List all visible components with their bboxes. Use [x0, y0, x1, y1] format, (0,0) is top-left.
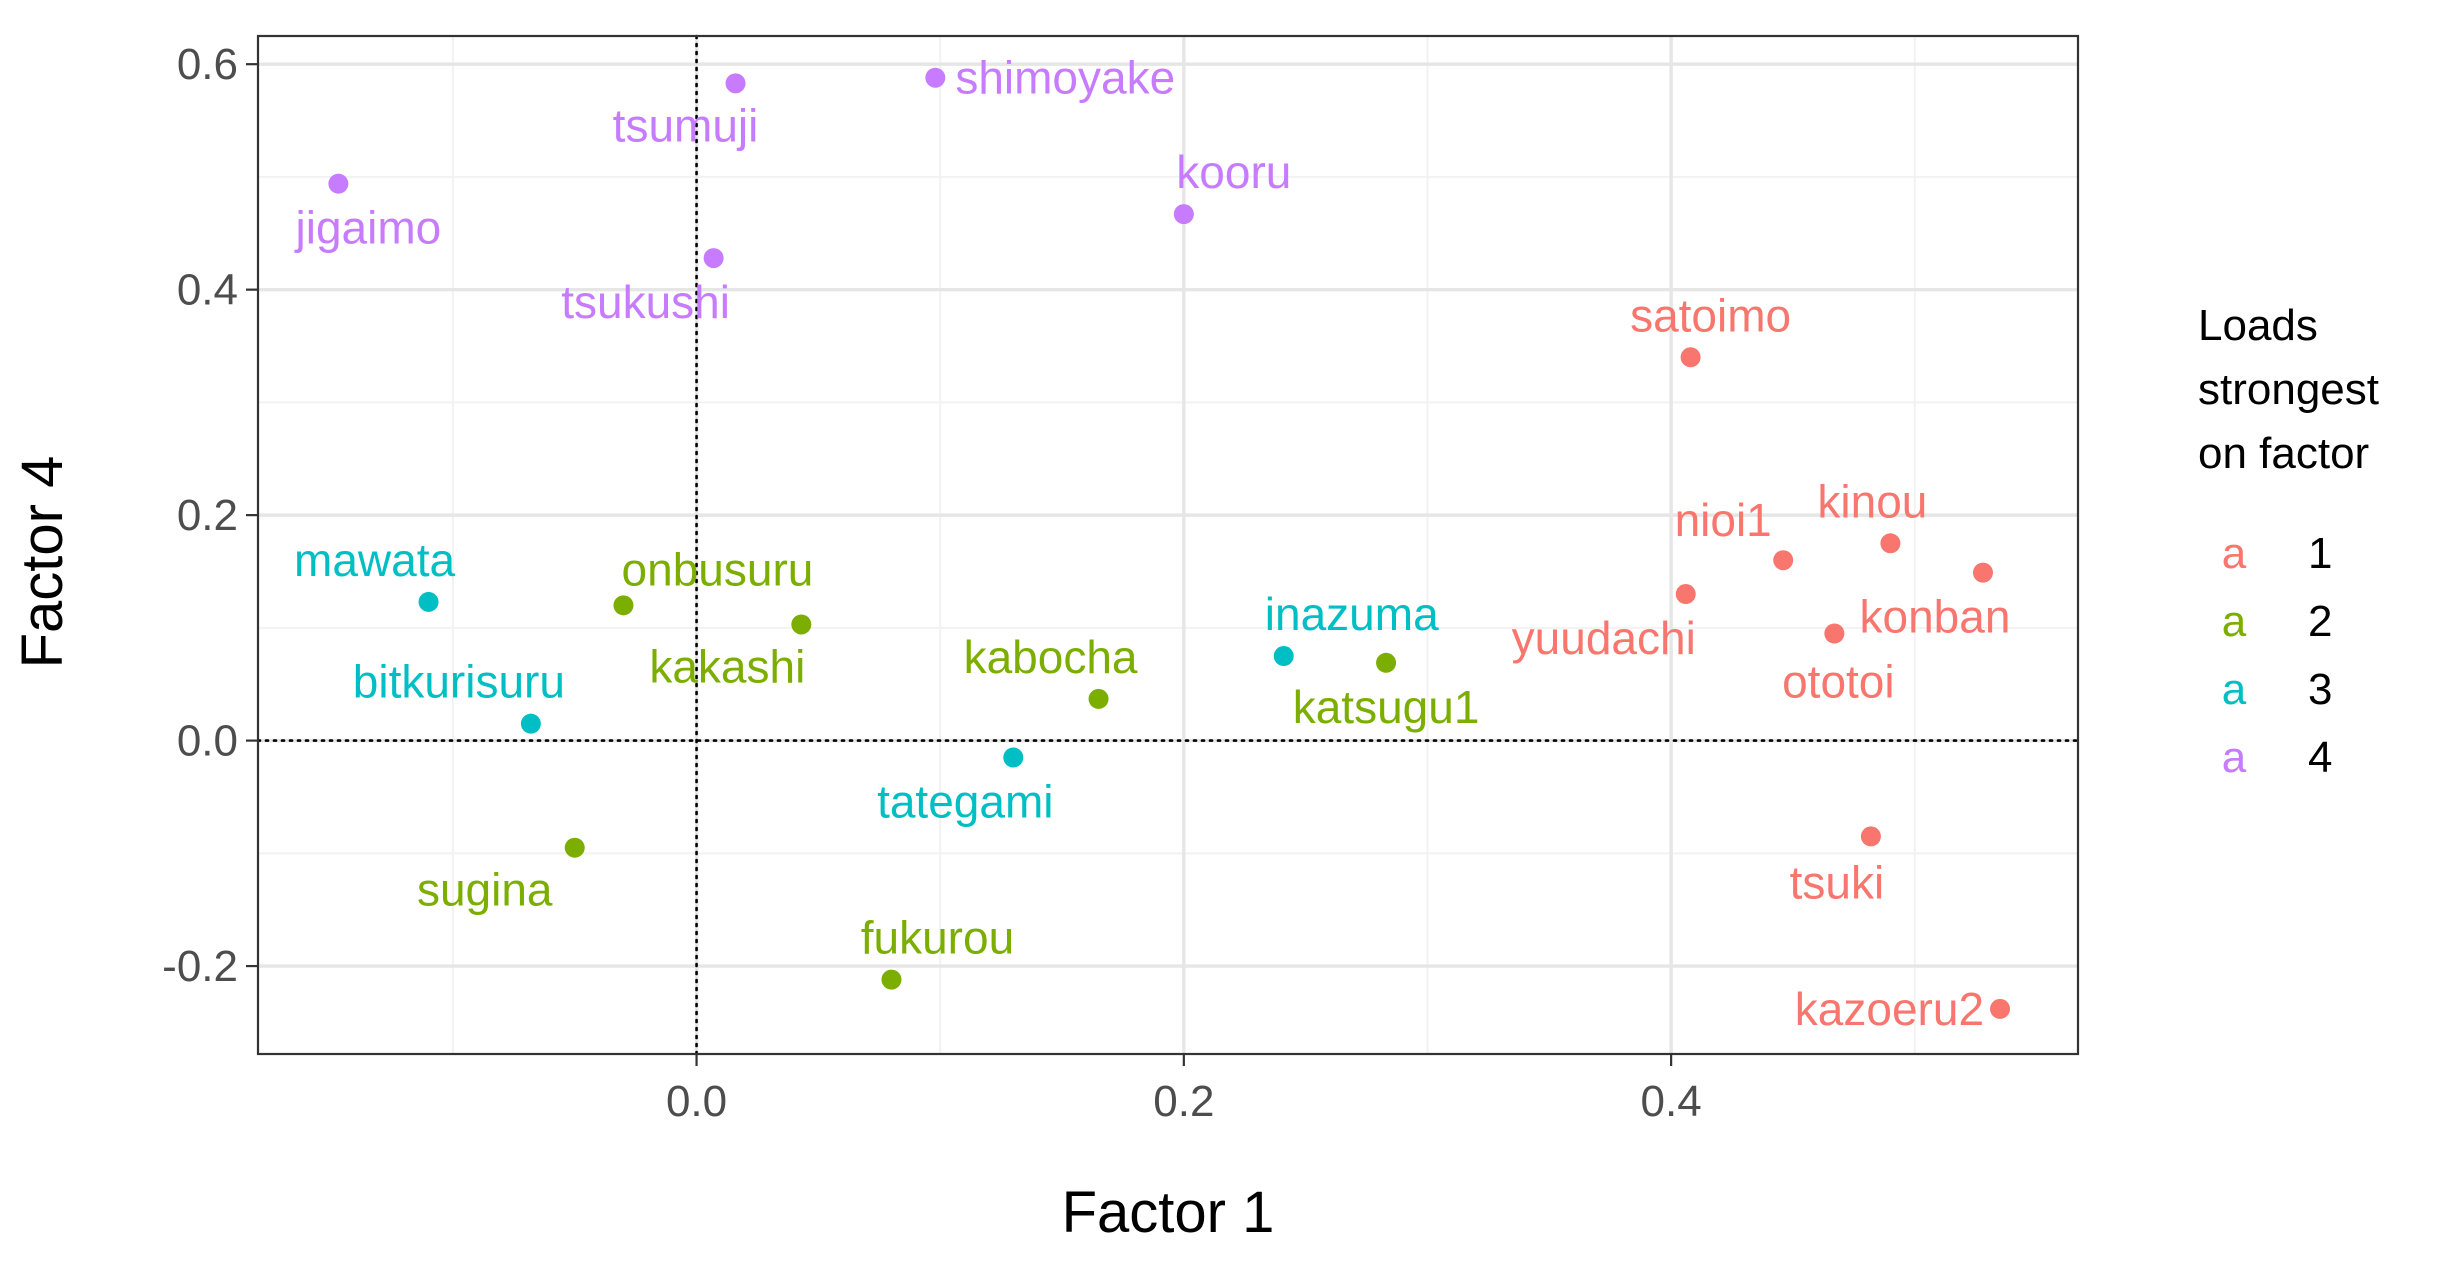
y-tick-label: 0.2: [177, 491, 238, 540]
legend-key-4: a: [2222, 733, 2247, 782]
data-point-tategami: [1003, 747, 1024, 768]
data-point-tsukushi: [703, 248, 724, 269]
point-label-sugina: sugina: [417, 864, 553, 916]
data-point-nioi1: [1773, 550, 1794, 571]
plot-panel-border: [256, 34, 2080, 1056]
data-point-tsumuji: [725, 73, 746, 94]
point-label-kakashi: kakashi: [649, 640, 805, 692]
point-label-fukurou: fukurou: [861, 912, 1014, 964]
y-axis: -0.2 0.0 0.2 0.4 0.6: [162, 40, 258, 991]
data-point-konban: [1972, 562, 1993, 583]
data-point-onbusuru: [613, 595, 634, 616]
y-tick-label: 0.4: [177, 266, 238, 315]
data-point-ototoi: [1824, 623, 1845, 644]
point-label-mawata: mawata: [294, 534, 455, 586]
point-label-tsuki: tsuki: [1790, 856, 1885, 908]
minor-gridlines: [258, 36, 2078, 1054]
data-points: [328, 67, 2011, 1019]
point-label-bitkurisuru: bitkurisuru: [353, 656, 565, 708]
data-point-satoimo: [1680, 347, 1701, 368]
data-point-shimoyake: [925, 67, 946, 88]
x-tick-label: 0.2: [1153, 1077, 1214, 1126]
legend-key-2: a: [2222, 597, 2247, 646]
point-label-tsukushi: tsukushi: [561, 276, 730, 328]
y-tick-label: 0.6: [177, 40, 238, 89]
data-point-mawata: [418, 591, 439, 612]
point-label-konban: konban: [1860, 591, 2011, 643]
legend-label-2: 2: [2308, 597, 2332, 646]
x-tick-label: 0.4: [1641, 1077, 1702, 1126]
point-label-inazuma: inazuma: [1265, 588, 1439, 640]
legend-title-line: Loads: [2198, 301, 2318, 350]
point-labels: satoimo nioi1 kinou yuudachi ototoi konban tsu…: [294, 52, 2011, 1035]
point-label-yuudachi: yuudachi: [1512, 612, 1696, 664]
legend-title-line: strongest: [2198, 365, 2379, 414]
legend-label-4: 4: [2308, 733, 2332, 782]
point-label-shimoyake: shimoyake: [955, 52, 1175, 104]
point-label-ototoi: ototoi: [1782, 655, 1895, 707]
data-point-sugina: [564, 837, 585, 858]
data-point-tsuki: [1860, 826, 1881, 847]
point-label-jigaimo: jigaimo: [294, 202, 442, 254]
point-label-tategami: tategami: [877, 776, 1053, 828]
data-point-bitkurisuru: [520, 713, 541, 734]
point-label-onbusuru: onbusuru: [622, 543, 814, 595]
reference-lines: [256, 34, 2080, 1056]
data-point-inazuma: [1273, 646, 1294, 667]
point-label-nioi1: nioi1: [1675, 494, 1772, 546]
data-point-kazoeru2: [1990, 998, 2011, 1019]
data-point-kooru: [1173, 204, 1194, 225]
data-point-jigaimo: [328, 173, 349, 194]
legend-label-1: 1: [2308, 529, 2332, 578]
point-label-katsugu1: katsugu1: [1293, 681, 1480, 733]
data-point-kinou: [1880, 533, 1901, 554]
point-label-tsumuji: tsumuji: [613, 99, 759, 151]
x-axis-title: Factor 1: [1062, 1180, 1275, 1245]
y-tick-label: -0.2: [162, 942, 238, 991]
data-point-kakashi: [791, 614, 812, 635]
data-point-katsugu1: [1376, 652, 1397, 673]
x-tick-label: 0.0: [666, 1077, 727, 1126]
point-label-kinou: kinou: [1817, 475, 1927, 527]
legend-key-3: a: [2222, 665, 2247, 714]
point-label-satoimo: satoimo: [1630, 289, 1791, 341]
legend-label-3: 3: [2308, 665, 2332, 714]
legend-key-1: a: [2222, 529, 2247, 578]
point-label-kooru: kooru: [1176, 146, 1291, 198]
y-axis-title: Factor 4: [10, 456, 75, 669]
data-point-kabocha: [1088, 688, 1109, 709]
y-tick-label: 0.0: [177, 717, 238, 766]
point-label-kabocha: kabocha: [964, 631, 1138, 683]
x-axis: 0.0 0.2 0.4: [666, 1054, 1702, 1126]
legend: Loads strongest on factor a 1 a 2 a 3 a 4: [2198, 301, 2379, 782]
legend-title-line: on factor: [2198, 429, 2369, 478]
data-point-yuudachi: [1675, 584, 1696, 605]
data-point-fukurou: [881, 969, 902, 990]
point-label-kazoeru2: kazoeru2: [1795, 983, 1984, 1035]
